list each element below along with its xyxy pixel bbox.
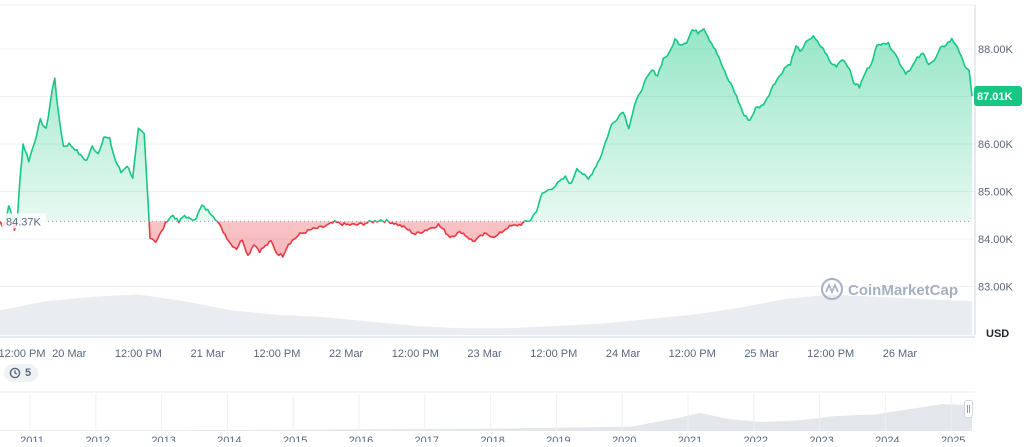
navigator-year-label: 2023 <box>809 435 833 442</box>
x-tick-label: 12:00 PM <box>807 348 854 360</box>
navigator-right-handle[interactable] <box>964 400 973 418</box>
volume-area-shape <box>0 294 972 335</box>
price-line-up <box>0 28 973 222</box>
navigator-year-label: 2019 <box>546 435 570 442</box>
price-area <box>0 28 973 258</box>
range-navigator[interactable]: 2011 2012 2013 2014 2015 2016 2017 2018 2019 2020… <box>0 391 975 447</box>
x-tick-label: 26 Mar <box>883 348 918 360</box>
navigator-year-label: 2013 <box>151 435 175 442</box>
navigator-year-label: 2015 <box>283 435 307 442</box>
baseline-label-bg <box>2 213 46 229</box>
price-area-up-fill <box>0 28 972 222</box>
grid-lines <box>0 4 976 338</box>
x-tick-label: 24 Mar <box>606 348 641 360</box>
y-axis: 83.00K84.00K85.00K86.00K87.00K88.00KUSD8… <box>974 44 1022 340</box>
history-badge-count: 5 <box>25 367 32 379</box>
x-tick-label: 25 Mar <box>744 348 779 360</box>
x-tick-label: 12:00 PM <box>0 348 46 360</box>
currency-label: USD <box>986 328 1009 340</box>
baseline-marker: 84.37K <box>0 213 972 229</box>
x-axis: 12:00 PM 20 Mar 12:00 PM 21 Mar 12:00 PM 22 M… <box>0 348 917 360</box>
x-tick-label: 20 Mar <box>52 348 87 360</box>
navigator-year-label: 2014 <box>217 435 241 442</box>
x-tick-label: 12:00 PM <box>115 348 162 360</box>
navigator-area <box>0 404 972 431</box>
navigator-year-label: 2016 <box>349 435 373 442</box>
x-tick-label: 12:00 PM <box>530 348 577 360</box>
navigator-year-label: 2025 <box>941 435 965 442</box>
watermark-logo-icon <box>821 278 843 300</box>
navigator-year-label: 2017 <box>415 435 439 442</box>
navigator-year-label: 2011 <box>20 435 44 442</box>
y-tick-label: 88.00K <box>978 44 1014 56</box>
y-tick-label: 84.00K <box>978 234 1014 246</box>
navigator-year-label: 2024 <box>875 435 899 442</box>
baseline-label: 84.37K <box>6 216 42 228</box>
x-tick-label: 23 Mar <box>467 348 502 360</box>
current-price-tag <box>974 86 1022 107</box>
watermark: CoinMarketCap <box>821 278 958 300</box>
current-price-label: 87.01K <box>977 91 1013 103</box>
navigator-year-label: 2012 <box>86 435 110 442</box>
volume-area <box>0 294 972 335</box>
x-tick-label: 12:00 PM <box>392 348 439 360</box>
price-area-down-fill <box>0 221 525 257</box>
x-tick-label: 12:00 PM <box>253 348 300 360</box>
price-line-down <box>0 221 531 258</box>
y-tick-label: 83.00K <box>978 282 1014 294</box>
navigator-year-label: 2020 <box>612 435 636 442</box>
watermark-text: CoinMarketCap <box>848 282 958 299</box>
watermark-logo-mark <box>825 282 839 295</box>
navigator-year-label: 2022 <box>744 435 768 442</box>
x-tick-label: 21 Mar <box>191 348 226 360</box>
navigator-year-label: 2018 <box>480 435 504 442</box>
history-badge[interactable]: 5 <box>4 364 39 382</box>
y-tick-label: 85.00K <box>978 187 1014 199</box>
y-tick-label: 86.00K <box>978 139 1014 151</box>
x-tick-label: 12:00 PM <box>669 348 716 360</box>
x-tick-label: 22 Mar <box>329 348 364 360</box>
history-icon <box>9 367 21 379</box>
navigator-year-label: 2021 <box>678 435 702 442</box>
